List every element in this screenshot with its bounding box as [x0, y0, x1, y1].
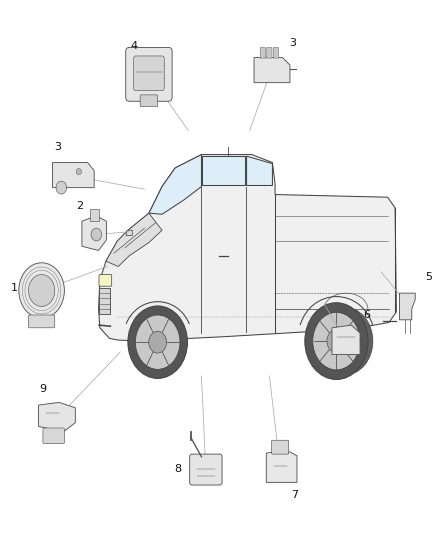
- Text: 9: 9: [39, 384, 46, 394]
- Polygon shape: [332, 325, 360, 354]
- Polygon shape: [247, 156, 272, 185]
- Circle shape: [76, 168, 81, 175]
- FancyBboxPatch shape: [43, 428, 64, 443]
- Circle shape: [135, 315, 180, 369]
- Circle shape: [318, 308, 373, 375]
- Polygon shape: [399, 293, 415, 320]
- FancyBboxPatch shape: [99, 274, 112, 286]
- Polygon shape: [126, 230, 132, 236]
- Text: 2: 2: [76, 200, 83, 211]
- Circle shape: [19, 263, 64, 318]
- Circle shape: [305, 303, 368, 379]
- Circle shape: [327, 329, 346, 353]
- FancyBboxPatch shape: [140, 95, 158, 107]
- Polygon shape: [90, 209, 99, 221]
- Circle shape: [56, 181, 67, 194]
- FancyBboxPatch shape: [272, 440, 289, 454]
- Polygon shape: [82, 216, 106, 251]
- Text: 6: 6: [364, 310, 371, 320]
- Circle shape: [313, 312, 360, 370]
- Text: 3: 3: [289, 38, 296, 48]
- Circle shape: [128, 306, 187, 378]
- FancyBboxPatch shape: [28, 315, 55, 328]
- Text: 8: 8: [175, 464, 182, 474]
- Circle shape: [149, 332, 166, 353]
- Polygon shape: [254, 58, 290, 83]
- Text: 7: 7: [291, 490, 298, 500]
- Polygon shape: [202, 156, 245, 185]
- FancyBboxPatch shape: [126, 47, 172, 101]
- FancyBboxPatch shape: [190, 454, 222, 485]
- Text: 1: 1: [11, 283, 18, 293]
- Circle shape: [28, 274, 55, 306]
- Polygon shape: [266, 450, 297, 482]
- Circle shape: [91, 228, 102, 241]
- FancyBboxPatch shape: [134, 56, 164, 91]
- Polygon shape: [149, 155, 201, 214]
- Text: 3: 3: [54, 142, 61, 152]
- FancyBboxPatch shape: [267, 47, 272, 58]
- Polygon shape: [99, 155, 396, 341]
- FancyBboxPatch shape: [260, 47, 265, 58]
- Text: 5: 5: [425, 272, 432, 282]
- Text: 4: 4: [131, 41, 138, 51]
- FancyBboxPatch shape: [273, 47, 279, 58]
- Polygon shape: [39, 402, 75, 432]
- Polygon shape: [106, 213, 162, 266]
- Polygon shape: [99, 288, 110, 314]
- Polygon shape: [53, 163, 94, 188]
